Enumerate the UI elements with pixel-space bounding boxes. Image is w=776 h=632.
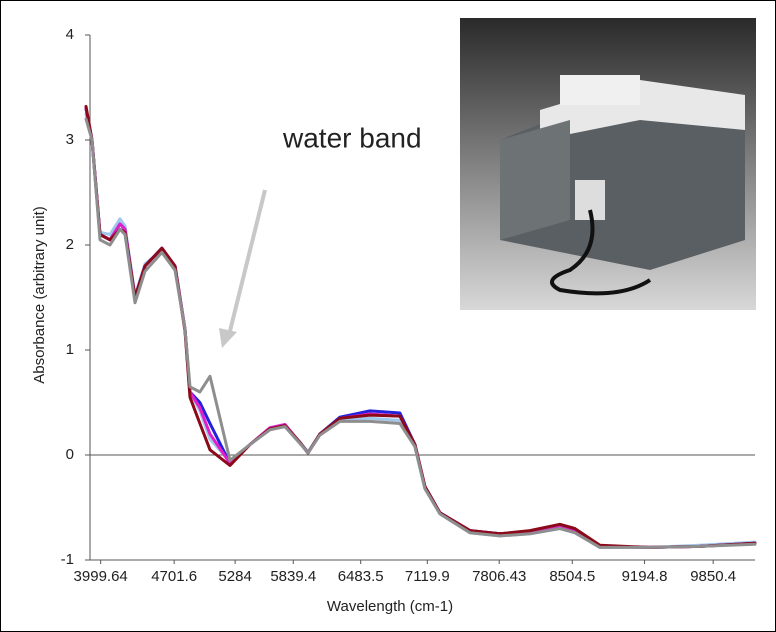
x-tick-label: 6483.5 — [338, 568, 384, 585]
x-tick-label: 3999.64 — [74, 568, 128, 585]
x-tick-label: 8504.5 — [549, 568, 595, 585]
x-tick-label: 4701.6 — [151, 568, 197, 585]
y-tick-label: 3 — [66, 131, 74, 148]
instrument-photo — [460, 18, 756, 310]
arrow — [219, 189, 267, 348]
annotation: water band — [282, 122, 422, 153]
x-tick-label: 7806.43 — [472, 568, 526, 585]
y-tick-label: 2 — [66, 236, 74, 253]
x-tick-label: 9850.4 — [690, 568, 736, 585]
x-tick-label: 5284 — [218, 568, 251, 585]
y-axis-label: Absorbance (arbitrary unit) — [31, 206, 48, 384]
x-tick-label: 7119.9 — [405, 568, 450, 585]
y-tick-label: 0 — [66, 446, 74, 463]
y-tick-label: 4 — [66, 26, 74, 43]
x-tick-label: 5839.4 — [270, 568, 316, 585]
spectrum-line — [84, 117, 757, 549]
y-tick-label: -1 — [61, 551, 74, 568]
y-tick-label: 1 — [66, 341, 74, 358]
x-tick-label: 9194.8 — [622, 568, 668, 585]
x-axis-label: Wavelength (cm-1) — [327, 598, 453, 615]
